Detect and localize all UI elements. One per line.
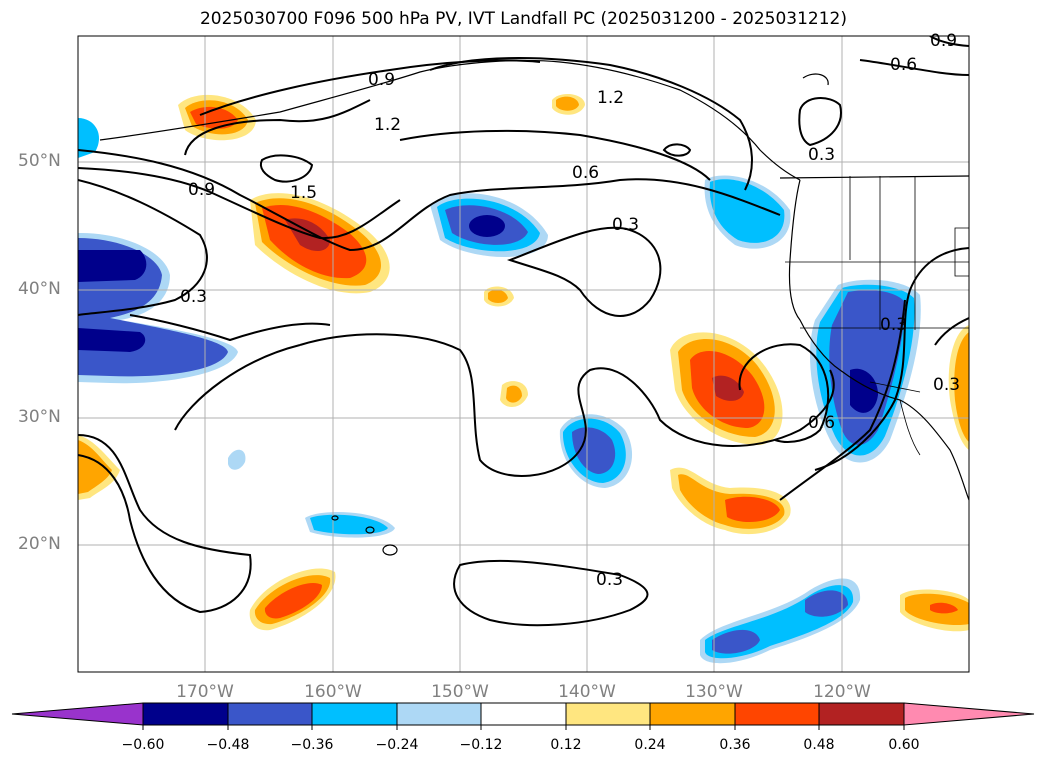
lon-label: 120°W bbox=[813, 682, 871, 702]
lat-label: 20°N bbox=[18, 534, 61, 554]
lon-label: 160°W bbox=[304, 682, 362, 702]
contour-label: 0.3 bbox=[880, 315, 907, 335]
colorbar-extend-high bbox=[903, 702, 1035, 726]
pv-contours bbox=[78, 36, 969, 627]
colorbar bbox=[11, 702, 1035, 730]
lat-label: 50°N bbox=[18, 151, 61, 171]
contour-label: 0.3 bbox=[808, 145, 835, 165]
map-frame bbox=[77, 35, 970, 673]
colorbar-tick-label: 0.12 bbox=[550, 737, 582, 753]
colorbar-tick-label: −0.12 bbox=[459, 737, 503, 753]
colorbar-segment bbox=[142, 702, 229, 726]
contour-label: 0.6 bbox=[890, 55, 917, 75]
colorbar-tick-label: 0.48 bbox=[803, 737, 835, 753]
colorbar-segment bbox=[649, 702, 736, 726]
colorbar-segment bbox=[227, 702, 313, 726]
contour-label: 1.2 bbox=[597, 88, 624, 108]
contour-label: 0.3 bbox=[612, 215, 639, 235]
colorbar-tick-label: 0.24 bbox=[634, 737, 666, 753]
colorbar-segment bbox=[311, 702, 398, 726]
colorbar-tick-label: −0.48 bbox=[206, 737, 250, 753]
contour-label: 0.9 bbox=[368, 70, 395, 90]
colorbar-segment bbox=[818, 702, 905, 726]
contour-label: 0.3 bbox=[180, 287, 207, 307]
colorbar-tick-label: 0.60 bbox=[888, 737, 920, 753]
lat-label: 40°N bbox=[18, 279, 61, 299]
colorbar-extend-low bbox=[11, 702, 144, 726]
colorbar-tick-label: −0.36 bbox=[290, 737, 334, 753]
contour-label: 0.6 bbox=[572, 163, 599, 183]
lon-label: 170°W bbox=[176, 682, 234, 702]
lat-label: 30°N bbox=[18, 407, 61, 427]
colorbar-tick-label: −0.24 bbox=[375, 737, 419, 753]
gridlines bbox=[78, 36, 969, 672]
map-title: 2025030700 F096 500 hPa PV, IVT Landfall… bbox=[199, 9, 847, 29]
colorbar-segment bbox=[396, 702, 482, 726]
contour-label: 0.3 bbox=[933, 375, 960, 395]
lon-label: 130°W bbox=[685, 682, 743, 702]
colorbar-segment bbox=[565, 702, 651, 726]
colorbar-segment bbox=[480, 702, 567, 726]
contour-label: 0.9 bbox=[188, 180, 215, 200]
contour-label: 1.5 bbox=[290, 183, 317, 203]
map-plot-area bbox=[78, 36, 969, 672]
lon-label: 150°W bbox=[431, 682, 489, 702]
contour-labels: 0.9 0.6 1.2 1.2 0.6 0.9 1.5 0.3 0.3 0.3 … bbox=[180, 31, 960, 590]
contour-label: 1.2 bbox=[374, 115, 401, 135]
contour-label: 0.3 bbox=[596, 570, 623, 590]
lon-label: 140°W bbox=[558, 682, 616, 702]
contour-label: 0.9 bbox=[930, 31, 957, 51]
colorbar-tick-label: −0.60 bbox=[121, 737, 165, 753]
contour-label: 0.6 bbox=[808, 413, 835, 433]
colorbar-segment bbox=[734, 702, 820, 726]
colorbar-tick-label: 0.36 bbox=[719, 737, 751, 753]
